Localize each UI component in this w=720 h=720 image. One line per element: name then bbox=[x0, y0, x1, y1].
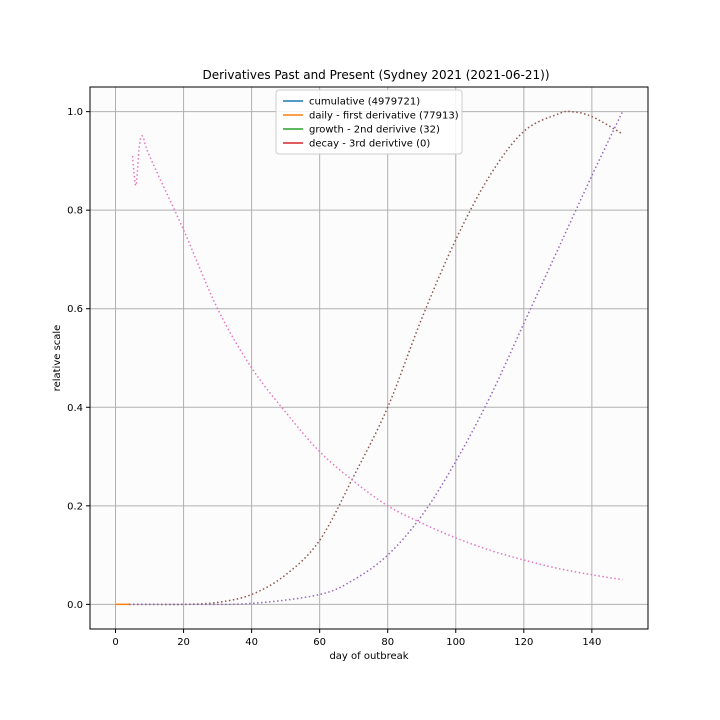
legend-box bbox=[275, 89, 463, 155]
ticks: 0 20 40 60 80 100 120 140 0.0 0.2 0.4 0.6 0.8 1.0 bbox=[67, 107, 601, 648]
legend-label-decay: decay - 3rd derivtive (0) bbox=[309, 139, 430, 150]
y-tick-label: 0.4 bbox=[67, 403, 83, 414]
x-axis-label: day of outbreak bbox=[329, 651, 408, 662]
y-tick-label: 0.8 bbox=[67, 206, 83, 217]
y-tick-label: 0.6 bbox=[67, 304, 83, 315]
series-line-3 bbox=[131, 135, 623, 581]
x-tick-label: 80 bbox=[381, 637, 394, 648]
y-axis-label: relative scale bbox=[52, 325, 63, 392]
x-tick-label: 0 bbox=[112, 637, 118, 648]
x-tick-label: 60 bbox=[313, 637, 326, 648]
series-layer bbox=[115, 110, 624, 606]
y-tick-label: 0.2 bbox=[67, 501, 83, 512]
x-tick-label: 100 bbox=[446, 637, 465, 648]
legend-label-growth: growth - 2nd derivive (32) bbox=[309, 125, 440, 136]
plot-frame bbox=[89, 86, 649, 630]
y-tick-label: 0.0 bbox=[67, 600, 83, 611]
plot-area bbox=[90, 87, 648, 629]
x-tick-label: 20 bbox=[177, 637, 190, 648]
y-tick-label: 1.0 bbox=[67, 107, 83, 118]
chart-title: Derivatives Past and Present (Sydney 202… bbox=[202, 68, 549, 82]
x-tick-label: 140 bbox=[582, 637, 601, 648]
x-tick-label: 120 bbox=[514, 637, 533, 648]
legend: cumulative (4979721) daily - first deriv… bbox=[275, 89, 463, 155]
legend-label-cumulative: cumulative (4979721) bbox=[309, 97, 420, 108]
x-tick-label: 40 bbox=[245, 637, 258, 648]
legend-label-daily: daily - first derivative (77913) bbox=[309, 111, 459, 122]
